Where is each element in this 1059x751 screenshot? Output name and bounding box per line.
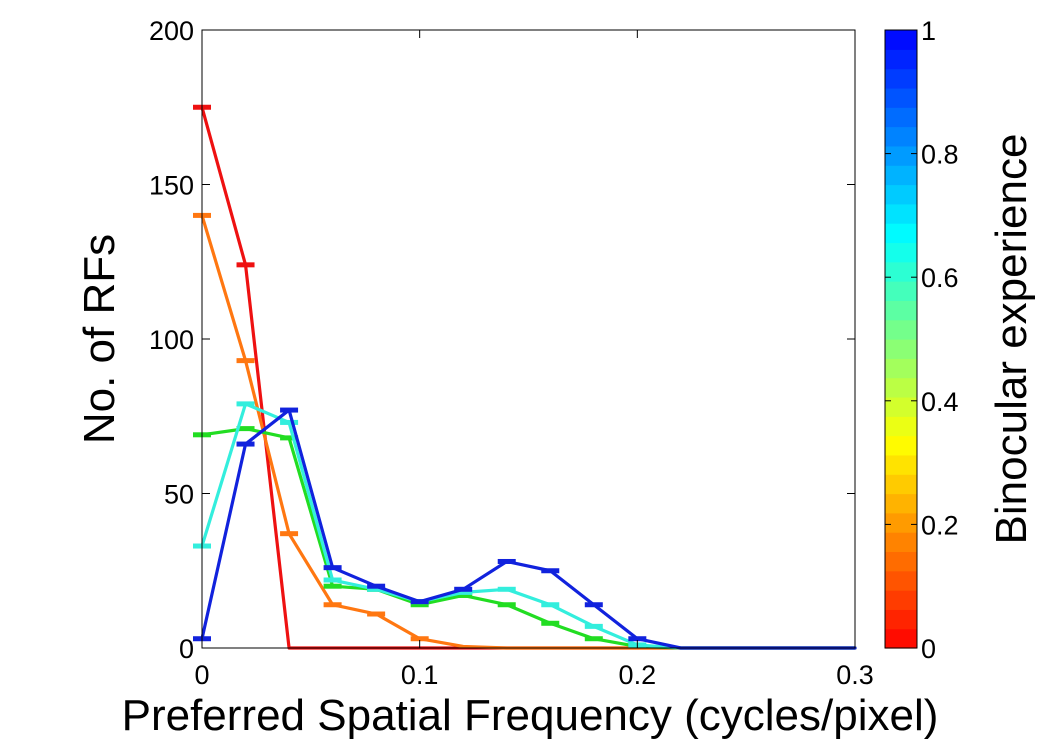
data-point <box>323 565 342 571</box>
colorbar-swatch <box>885 68 917 89</box>
data-point <box>323 577 342 583</box>
colorbar-swatch <box>885 49 917 70</box>
colorbar-swatch <box>885 474 917 495</box>
data-point <box>454 589 473 595</box>
plot-area <box>202 30 855 648</box>
colorbar-swatch <box>885 435 917 456</box>
data-point <box>584 602 603 608</box>
colorbar-tick-label: 0.6 <box>921 263 959 293</box>
colorbar-swatch <box>885 628 917 649</box>
colorbar-swatch <box>885 590 917 610</box>
x-tick-label: 0.1 <box>401 660 439 690</box>
colorbar-swatch <box>885 242 917 263</box>
y-axis: 0 50 100 150 200 <box>149 16 855 664</box>
data-point <box>454 592 473 598</box>
colorbar-swatch <box>885 184 917 205</box>
colorbar-swatch <box>885 145 917 166</box>
data-point <box>280 435 299 441</box>
y-tick-label: 50 <box>164 480 194 510</box>
colorbar-swatch <box>885 319 917 340</box>
colorbar-swatch <box>885 281 917 301</box>
data-point <box>541 568 560 574</box>
data-point <box>628 636 647 642</box>
data-point <box>410 636 429 642</box>
y-tick-label: 150 <box>149 171 194 201</box>
data-point <box>236 426 255 432</box>
colorbar-swatch <box>885 416 917 437</box>
data-point <box>236 358 255 364</box>
data-point <box>497 586 516 592</box>
data-point <box>584 623 603 629</box>
colorbar-swatch <box>885 396 917 417</box>
colorbar-swatch <box>885 377 917 398</box>
colorbar-frame <box>884 29 918 649</box>
data-point <box>584 636 603 642</box>
colorbar-swatch <box>885 223 917 244</box>
x-tick-label: 0.3 <box>836 660 874 690</box>
y-tick-label: 0 <box>179 634 194 664</box>
colorbar <box>885 30 917 649</box>
data-point <box>280 531 299 537</box>
data-point <box>497 602 516 608</box>
x-axis: 0 0.1 0.2 0.3 <box>194 30 874 690</box>
data-point <box>280 407 299 413</box>
data-point <box>236 441 255 447</box>
x-tick-label: 0 <box>194 660 209 690</box>
colorbar-title: Binocular experience <box>987 134 1036 545</box>
colorbar-swatch <box>885 126 917 147</box>
data-point <box>367 586 386 592</box>
colorbar-swatch <box>885 339 917 359</box>
data-point <box>454 586 473 592</box>
colorbar-swatch <box>885 551 917 572</box>
colorbar-swatch <box>885 493 917 514</box>
colorbar-swatch <box>885 512 917 533</box>
data-point <box>410 602 429 608</box>
colorbar-swatch <box>885 165 917 186</box>
colorbar-swatch <box>885 107 917 128</box>
data-point <box>323 583 342 589</box>
x-axis-title: Preferred Spatial Frequency (cycles/pixe… <box>122 691 939 740</box>
data-point <box>280 419 299 425</box>
data-point <box>410 599 429 605</box>
colorbar-swatch <box>885 609 917 630</box>
colorbar-tick-label: 1 <box>921 16 936 46</box>
colorbar-swatch <box>885 454 917 475</box>
colorbar-swatch <box>885 87 917 108</box>
colorbar-swatch <box>885 261 917 282</box>
colorbar-tick-label: 0.4 <box>921 387 959 417</box>
colorbar-swatch <box>885 532 917 553</box>
colorbar-swatch <box>885 300 917 321</box>
data-point <box>367 583 386 589</box>
colorbar-swatch <box>885 358 917 379</box>
data-point <box>323 602 342 608</box>
y-tick-label: 100 <box>149 325 194 355</box>
colorbar-axis: 0 0.2 0.4 0.6 0.8 1 <box>885 16 959 664</box>
data-point <box>541 602 560 608</box>
colorbar-swatch <box>885 30 917 50</box>
data-point <box>236 262 255 268</box>
data-point <box>497 558 516 564</box>
data-point <box>236 401 255 407</box>
colorbar-tick-label: 0.8 <box>921 140 959 170</box>
y-tick-label: 200 <box>149 16 194 46</box>
data-point <box>367 611 386 617</box>
colorbar-swatch <box>885 203 917 224</box>
y-axis-title: No. of RFs <box>75 234 124 444</box>
colorbar-tick-label: 0 <box>921 634 936 664</box>
colorbar-swatch <box>885 570 917 591</box>
data-point <box>541 620 560 626</box>
colorbar-tick-label: 0.2 <box>921 510 959 540</box>
x-tick-label: 0.2 <box>619 660 657 690</box>
